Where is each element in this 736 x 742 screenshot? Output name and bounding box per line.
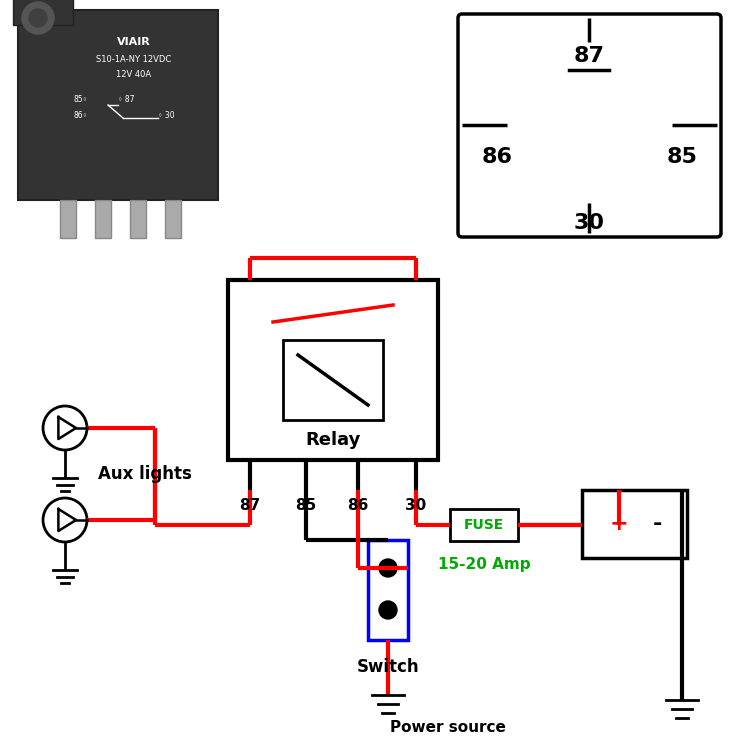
Circle shape — [29, 9, 47, 27]
Bar — [18, 10, 218, 200]
Text: Relay: Relay — [305, 431, 361, 449]
Bar — [60, 200, 76, 238]
Bar — [165, 200, 181, 238]
Text: 15-20 Amp: 15-20 Amp — [438, 557, 531, 572]
Circle shape — [379, 601, 397, 619]
Text: 87: 87 — [573, 46, 604, 66]
Bar — [228, 280, 438, 460]
Text: 87: 87 — [239, 498, 261, 513]
Text: 86: 86 — [481, 147, 512, 167]
Text: 30: 30 — [406, 498, 427, 513]
Bar — [283, 340, 383, 420]
Text: 85: 85 — [667, 147, 698, 167]
Text: ◦ 30: ◦ 30 — [158, 111, 174, 120]
Bar — [450, 509, 518, 541]
Bar — [582, 490, 687, 558]
Text: Power source
- battery
- low-beam
- head-beam: Power source - battery - low-beam - head… — [390, 720, 506, 742]
Text: 12V 40A: 12V 40A — [116, 70, 152, 79]
Text: -: - — [653, 514, 662, 534]
Text: 85◦: 85◦ — [73, 95, 87, 104]
Text: Aux lights: Aux lights — [98, 465, 192, 483]
Circle shape — [379, 559, 397, 577]
Bar — [95, 200, 111, 238]
FancyBboxPatch shape — [458, 14, 721, 237]
Text: 85: 85 — [295, 498, 316, 513]
Text: 86: 86 — [347, 498, 369, 513]
Text: +: + — [609, 514, 628, 534]
Bar — [368, 540, 408, 640]
Text: VIAIR: VIAIR — [117, 37, 151, 47]
Bar — [13, 0, 73, 25]
Text: S10-1A-NY 12VDC: S10-1A-NY 12VDC — [96, 55, 171, 64]
Text: Switch: Switch — [357, 658, 420, 676]
Text: ◦ 87: ◦ 87 — [118, 95, 135, 104]
Circle shape — [22, 2, 54, 34]
Bar — [130, 200, 146, 238]
Text: FUSE: FUSE — [464, 518, 504, 532]
Text: 30: 30 — [573, 213, 604, 233]
Text: 86◦: 86◦ — [73, 111, 87, 120]
